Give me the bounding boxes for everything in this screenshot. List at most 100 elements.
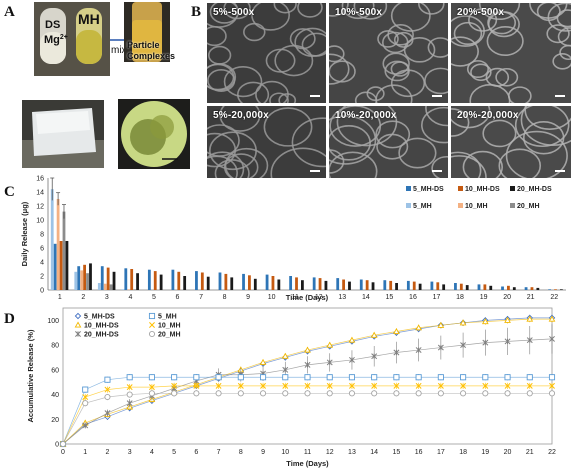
bar — [300, 280, 304, 290]
data-point — [260, 382, 266, 389]
data-point — [349, 356, 355, 363]
sem-pore — [237, 81, 270, 103]
data-point — [437, 344, 444, 351]
microscope-illustration — [121, 101, 187, 167]
particle-complex-photo — [124, 2, 170, 62]
sem-pore — [207, 3, 239, 28]
data-point — [281, 352, 289, 359]
sem-pore — [514, 106, 570, 148]
sem-pore — [536, 3, 561, 22]
panel-letter-b: B — [191, 4, 202, 20]
bar — [501, 286, 504, 290]
data-point-stroke — [193, 382, 200, 389]
sem-pore — [469, 84, 511, 103]
sem-pore — [301, 32, 326, 57]
sem-pore — [431, 155, 448, 178]
y-axis-title: Daily Release (μg) — [20, 201, 29, 266]
data-point-stroke — [349, 382, 355, 389]
legend-swatch — [510, 186, 515, 191]
data-point — [304, 390, 311, 397]
sem-pore — [329, 125, 371, 161]
sem-pore — [223, 153, 259, 178]
data-point — [437, 321, 445, 328]
bar — [312, 277, 316, 290]
vials-illustration: DS Mg2+ MH — [34, 2, 110, 76]
data-point — [82, 422, 89, 429]
data-point — [82, 394, 89, 400]
x-tick-label: 21 — [526, 449, 534, 456]
bar — [324, 280, 328, 290]
bar — [348, 281, 351, 290]
data-point — [259, 374, 267, 381]
sem-pore — [329, 3, 349, 17]
scale-bar — [555, 95, 565, 97]
bar — [65, 241, 69, 290]
sem-pore — [556, 9, 571, 28]
legend-label: 10_MH — [465, 203, 488, 210]
legend-label: 5_MH-DS — [413, 186, 444, 193]
sem-image: 20%-20,000x — [451, 106, 571, 178]
data-point-stroke — [526, 382, 533, 389]
bar — [530, 287, 534, 290]
sem-pore — [390, 69, 426, 98]
data-point — [526, 390, 533, 397]
data-point — [348, 336, 356, 343]
data-point-stroke — [215, 382, 222, 389]
bar — [136, 273, 139, 290]
data-point — [171, 390, 178, 397]
x-tick-label: 16 — [415, 449, 423, 456]
sem-pore — [341, 3, 375, 20]
sem-image-label: 10%-500x — [335, 7, 383, 18]
complexes-label: Complexes — [127, 51, 176, 61]
bar — [56, 199, 60, 290]
sem-pore — [403, 37, 436, 63]
y-tick-label: 20 — [51, 417, 59, 424]
data-point — [148, 384, 155, 391]
sem-texture — [329, 3, 448, 103]
legend-swatch — [510, 203, 515, 208]
data-point-stroke — [149, 322, 155, 328]
data-point — [104, 410, 111, 417]
bar — [224, 273, 228, 290]
y-tick-label: 0 — [40, 288, 44, 295]
x-tick-label: 7 — [199, 294, 203, 301]
sem-pore — [468, 8, 498, 32]
bar — [153, 271, 157, 290]
sem-pore — [470, 63, 492, 82]
bar — [383, 280, 387, 290]
x-tick-label: 18 — [456, 294, 464, 301]
data-point — [326, 341, 334, 348]
bar — [112, 271, 116, 290]
bar — [365, 280, 369, 290]
x-tick-label: 18 — [459, 449, 467, 456]
bar — [97, 283, 101, 290]
sem-texture — [451, 106, 571, 178]
bar — [395, 283, 398, 290]
sem-pore — [421, 106, 448, 144]
bar — [536, 287, 540, 290]
data-point — [437, 382, 444, 389]
sem-pore — [451, 106, 491, 129]
sem-pore — [223, 66, 263, 98]
bar — [103, 283, 107, 290]
x-tick-label: 1 — [58, 294, 62, 301]
data-point — [126, 384, 133, 391]
bar — [200, 272, 204, 290]
x-tick-label: 5 — [172, 449, 176, 456]
bar — [359, 279, 363, 290]
hydrogel-photo — [22, 100, 104, 168]
data-point-stroke — [549, 382, 555, 389]
sem-pore — [427, 37, 448, 58]
bar — [295, 277, 298, 290]
data-point — [548, 374, 556, 381]
data-point — [193, 374, 200, 381]
x-tick-label: 11 — [304, 449, 311, 456]
sem-image: 10%-500x — [329, 3, 448, 103]
sem-image-label: 20%-500x — [457, 7, 505, 18]
sem-pore — [270, 147, 326, 178]
sem-pore — [390, 3, 431, 32]
x-tick-label: 8 — [239, 449, 243, 456]
data-point — [460, 374, 467, 381]
x-tick-label: 3 — [105, 294, 109, 301]
x-tick-label: 4 — [128, 294, 132, 301]
